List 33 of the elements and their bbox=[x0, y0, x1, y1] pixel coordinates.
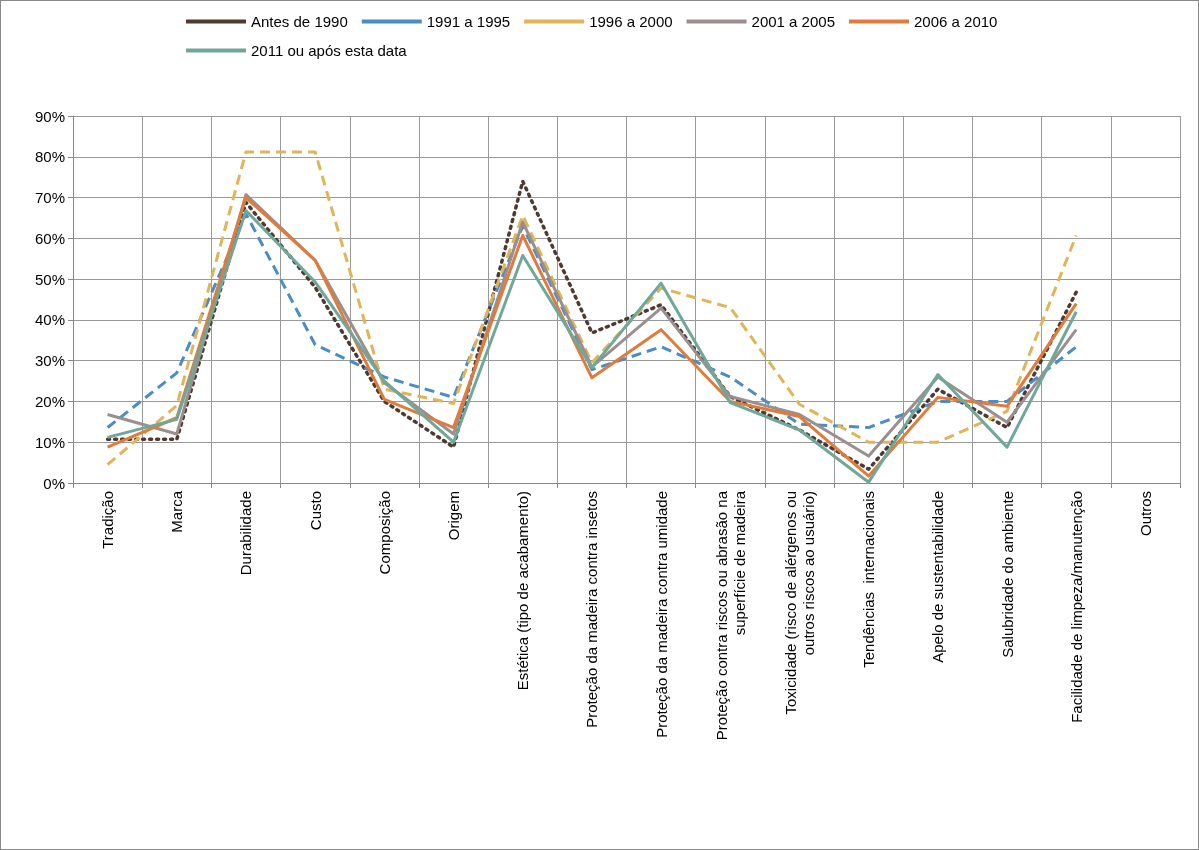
y-tick-label: 90% bbox=[34, 107, 65, 125]
y-tick-label: 60% bbox=[34, 229, 65, 247]
x-tick-label: Composição bbox=[375, 491, 393, 575]
x-tick-label: Origem bbox=[445, 491, 463, 541]
x-tick-label: Tendências internacionais bbox=[860, 491, 878, 668]
x-tick-label: Proteção da madeira contra insetos bbox=[583, 491, 601, 728]
x-tick-label: Salubridade do ambiente bbox=[998, 491, 1016, 658]
y-tick-label: 0% bbox=[43, 474, 65, 492]
y-tick-label: 10% bbox=[34, 433, 65, 451]
x-tick-label: Tradição bbox=[99, 491, 117, 549]
line-series bbox=[106, 212, 1078, 430]
x-tick-label: Facilidade de limpeza/manutenção bbox=[1067, 491, 1085, 723]
y-tick-label: 70% bbox=[34, 189, 65, 207]
y-tick-label: 50% bbox=[34, 270, 65, 288]
legend-label: Antes de 1990 bbox=[251, 13, 348, 30]
x-tick-label: Proteção contra riscos ou abrasão na superfície de madeira bbox=[712, 490, 748, 741]
x-tick-label: Durabilidade bbox=[237, 491, 255, 576]
legend-label: 2001 a 2005 bbox=[751, 13, 835, 30]
legend-label: 1991 a 1995 bbox=[426, 13, 511, 30]
y-tick-label: 80% bbox=[34, 148, 65, 166]
x-tick-label: Estética (tipo de acabamento) bbox=[514, 491, 532, 691]
x-tick-label: Outros bbox=[1136, 491, 1154, 537]
legend-label: 1996 a 2000 bbox=[589, 13, 673, 30]
x-tick-label: Marca bbox=[168, 490, 186, 533]
x-tick-label: Toxicidade (risco de alérgenos ou outros riscos ao usuário) bbox=[781, 491, 817, 715]
legend-label: 2011 ou após esta data bbox=[251, 42, 408, 59]
x-tick-label: Proteção da madeira contra umidade bbox=[652, 491, 670, 738]
legend-label: 2006 a 2010 bbox=[913, 13, 998, 30]
y-tick-label: 30% bbox=[34, 352, 65, 370]
x-tick-label: Custo bbox=[306, 491, 324, 531]
x-tick-label: Apelo de sustentabilidade bbox=[929, 491, 947, 663]
y-tick-label: 20% bbox=[34, 392, 65, 410]
y-tick-label: 40% bbox=[34, 311, 65, 329]
